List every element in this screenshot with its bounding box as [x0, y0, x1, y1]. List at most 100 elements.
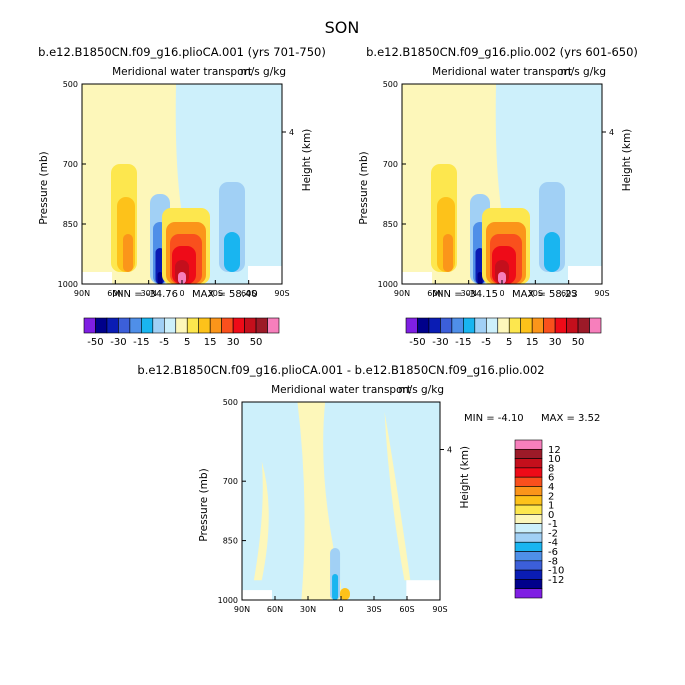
colorbar-swatch	[514, 458, 543, 469]
colorbar-label: -5	[481, 337, 491, 348]
x-tick-label: 60S	[561, 289, 576, 298]
colorbar-swatch	[520, 317, 533, 334]
contour-blob	[339, 588, 350, 600]
contour-blob	[443, 234, 453, 272]
colorbar-swatch	[255, 317, 268, 334]
y-tick-label: 1000	[58, 280, 78, 289]
panel-title: b.e12.B1850CN.f09_g16.plio.002 (yrs 601-…	[366, 45, 638, 59]
terrain-mask	[568, 266, 602, 284]
contour-blob	[498, 272, 506, 284]
terrain-mask	[248, 266, 282, 284]
contour-blob	[157, 272, 163, 284]
colorbar-swatch	[514, 541, 543, 552]
colorbar-label: 30	[549, 337, 562, 348]
x-tick-label: 30N	[141, 289, 157, 298]
y-tick-label: 850	[383, 220, 398, 229]
colorbar-swatch	[514, 467, 543, 478]
panel-subtitle: Meridional water transport	[432, 66, 572, 78]
x-tick-label: 60N	[267, 605, 283, 614]
x-tick-label: 30S	[366, 605, 381, 614]
right-tick-label: 4	[609, 128, 614, 137]
x-tick-label: 60N	[427, 289, 443, 298]
right-tick-label: 4	[447, 446, 452, 455]
max-label: MAX = 58.23	[512, 289, 578, 300]
contour-blob	[123, 234, 133, 272]
colorbar-label: 15	[204, 337, 217, 348]
colorbar-swatch	[141, 317, 154, 334]
panel-2: b.e12.B1850CN.f09_g16.plio.002 (yrs 601-…	[358, 45, 638, 348]
colorbar-swatch	[531, 317, 544, 334]
colorbar-label: -12	[548, 575, 564, 586]
colorbar-swatch	[417, 317, 430, 334]
field-background	[242, 402, 440, 600]
x-tick-label: 60S	[241, 289, 256, 298]
colorbar-label: -6	[548, 547, 558, 558]
colorbar-label: -30	[110, 337, 126, 348]
colorbar-swatch	[428, 317, 441, 334]
y-tick-label: 500	[223, 398, 238, 407]
colorbar-swatch	[95, 317, 108, 334]
y-tick-label: 1000	[378, 280, 398, 289]
colorbar-swatch	[577, 317, 590, 334]
y-tick-label: 1000	[218, 596, 238, 605]
colorbar-label: 1	[548, 501, 554, 512]
colorbar-label: 2	[548, 491, 554, 502]
colorbar-label: 50	[572, 337, 585, 348]
colorbar-label: -50	[409, 337, 425, 348]
y-tick-label: 700	[383, 160, 398, 169]
colorbar-swatch	[514, 579, 543, 590]
colorbar-label: 50	[250, 337, 263, 348]
contour-blob	[544, 232, 560, 272]
contour-blob	[477, 272, 483, 284]
colorbar-label: 5	[184, 337, 190, 348]
colorbar-swatch	[514, 560, 543, 571]
figure-title: SON	[325, 18, 360, 37]
colorbar-swatch	[514, 439, 543, 450]
colorbar-swatch	[514, 569, 543, 580]
x-tick-label: 90S	[594, 289, 609, 298]
contour-field	[242, 402, 440, 600]
contour-blob	[224, 232, 240, 272]
colorbar-label: -30	[432, 337, 448, 348]
colorbar-swatch	[405, 317, 418, 334]
colorbar-swatch	[83, 317, 96, 334]
y-tick-label: 850	[63, 220, 78, 229]
contour-blob	[178, 272, 186, 284]
positive-region	[253, 461, 269, 581]
colorbar-swatch	[554, 317, 567, 334]
x-tick-label: 30N	[461, 289, 477, 298]
y-tick-label: 500	[383, 80, 398, 89]
colorbar-swatch	[152, 317, 165, 334]
y-tick-label: 850	[223, 537, 238, 546]
y-axis-label: Pressure (mb)	[198, 468, 210, 541]
min-label: MIN = -34.15	[432, 289, 498, 300]
colorbar-label: -2	[548, 528, 558, 539]
colorbar-swatch	[175, 317, 188, 334]
colorbar-swatch	[566, 317, 579, 334]
min-label: MIN = -34.76	[112, 289, 178, 300]
colorbar-swatch	[514, 532, 543, 543]
right-axis-label: Height (km)	[301, 129, 313, 192]
right-axis-label: Height (km)	[459, 446, 471, 509]
contour-blob	[332, 574, 339, 600]
colorbar-label: -1	[548, 519, 558, 530]
max-label: MAX = 58.40	[192, 289, 258, 300]
colorbar-label: 30	[227, 337, 240, 348]
positive-region	[384, 411, 411, 581]
x-tick-label: 90S	[274, 289, 289, 298]
right-tick-label: 4	[289, 128, 294, 137]
panel-units: m/s g/kg	[560, 66, 606, 78]
colorbar-swatch	[514, 495, 543, 506]
colorbar-swatch	[514, 523, 543, 534]
panel-subtitle: Meridional water transport	[271, 384, 411, 396]
x-tick-label: 0	[338, 605, 343, 614]
terrain-mask	[242, 590, 272, 600]
colorbar-label: 5	[506, 337, 512, 348]
y-axis-label: Pressure (mb)	[38, 151, 50, 224]
colorbar-label: 6	[548, 473, 554, 484]
y-tick-label: 500	[63, 80, 78, 89]
panel-title: b.e12.B1850CN.f09_g16.plioCA.001 (yrs 70…	[38, 45, 326, 59]
y-axis-label: Pressure (mb)	[358, 151, 370, 224]
contour-field	[82, 84, 282, 284]
colorbar-swatch	[514, 588, 543, 599]
